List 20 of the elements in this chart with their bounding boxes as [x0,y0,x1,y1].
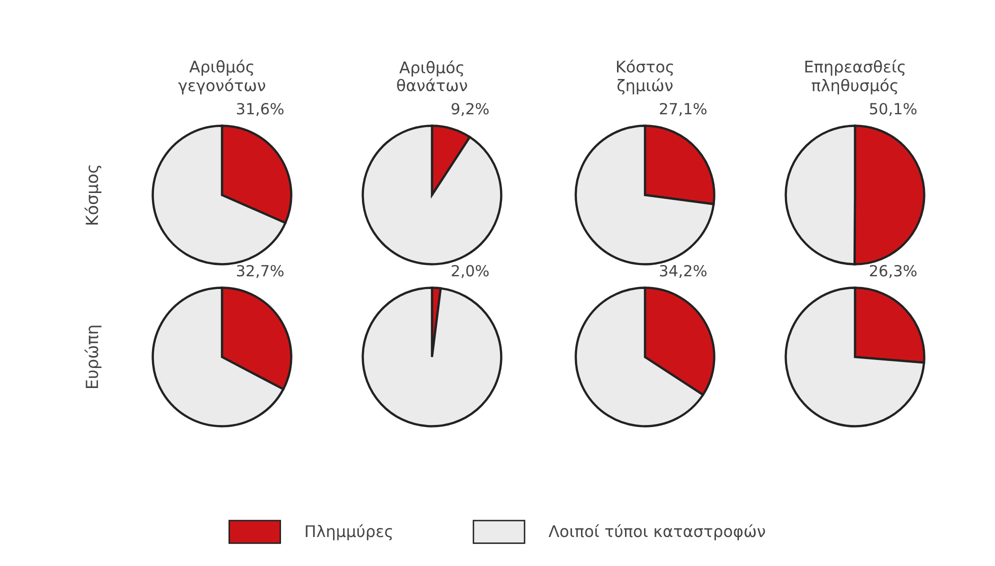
text: Ευρώπη [84,326,102,388]
chart-title: Επηρεασθείς πληθυσμός [805,60,905,94]
data-label: 26,3% [870,264,916,278]
chart-title: Αριθμός θανάτων [397,60,468,92]
pie-slice [362,286,502,428]
text: Κόσμος [84,166,102,224]
chart-title: Κόστος ζημιών [617,60,673,94]
legend-label: Λοιποί τύποι καταστροφών [548,524,766,540]
data-label: 34,2% [660,264,706,278]
data-label: 31,6% [236,102,284,116]
data-label: 32,7% [236,264,284,278]
pie-slice [362,124,502,266]
legend-label: Πλημμύρες [306,524,392,540]
data-label: 50,1% [870,102,916,116]
data-label: 27,1% [660,102,706,116]
chart-title: Αριθμός γεγονότων [178,60,266,94]
data-label: 9,2% [452,102,489,116]
data-label: 2,0% [452,264,489,278]
pie-slice [574,124,715,266]
pie-slice [784,286,926,428]
